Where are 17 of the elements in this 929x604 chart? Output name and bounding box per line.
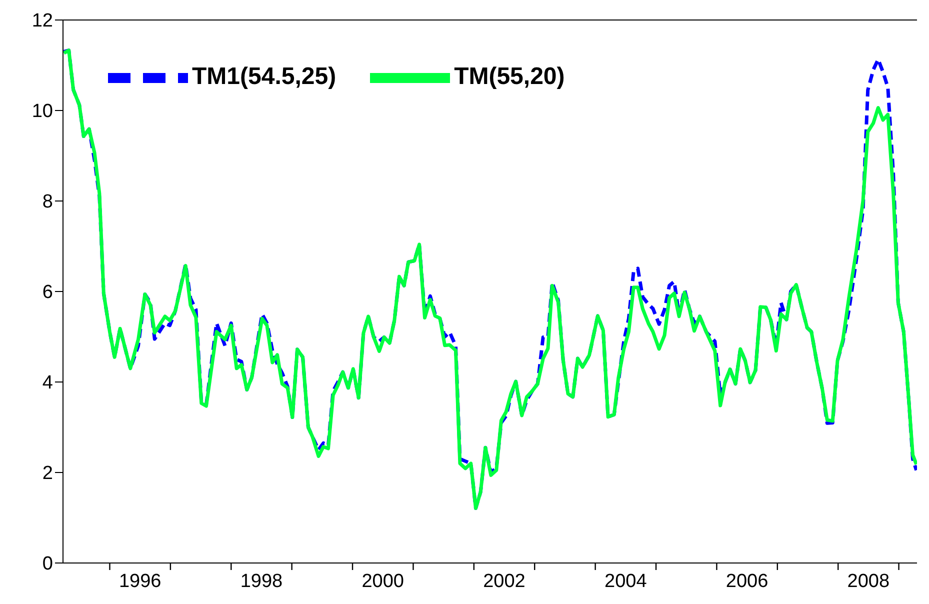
y-tick-label: 10 <box>32 101 53 122</box>
y-tick-label: 2 <box>42 463 53 484</box>
line-series <box>63 48 917 510</box>
y-tick-label: 4 <box>42 372 54 394</box>
legend-label: TM(55,20) <box>454 63 565 90</box>
y-tick-label: 6 <box>42 282 53 304</box>
y-tick-label: 0 <box>42 554 53 575</box>
x-tick-label: 2006 <box>726 571 768 592</box>
x-tick-label: 2004 <box>604 571 648 592</box>
x-tick-label: 2002 <box>483 571 526 592</box>
y-tick-label: 8 <box>42 192 53 213</box>
x-tick-label: 1996 <box>118 571 162 592</box>
x-tick-label: 2008 <box>847 571 890 592</box>
legend-label: TM1(54.5,25) <box>192 63 336 90</box>
y-tick-label: 12 <box>32 10 53 32</box>
x-tick-label: 1998 <box>240 571 283 592</box>
x-tick-label: 2000 <box>362 571 404 592</box>
